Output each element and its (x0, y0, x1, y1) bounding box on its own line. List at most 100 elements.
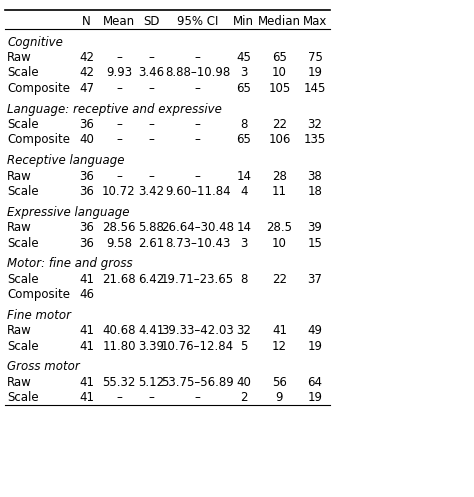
Text: 75: 75 (308, 51, 322, 64)
Text: Raw: Raw (7, 169, 32, 182)
Text: 41: 41 (79, 273, 94, 286)
Text: 106: 106 (268, 133, 291, 147)
Text: SD: SD (143, 15, 160, 28)
Text: 65: 65 (237, 82, 251, 95)
Text: 3.46: 3.46 (138, 67, 164, 80)
Text: Raw: Raw (7, 51, 32, 64)
Text: 4: 4 (240, 185, 247, 198)
Text: –: – (148, 82, 155, 95)
Text: 40: 40 (79, 133, 94, 147)
Text: N: N (82, 15, 91, 28)
Text: 3.39: 3.39 (138, 339, 164, 353)
Text: 12: 12 (272, 339, 287, 353)
Text: Scale: Scale (7, 273, 39, 286)
Text: 3.42: 3.42 (138, 185, 164, 198)
Text: 145: 145 (304, 82, 326, 95)
Text: 36: 36 (79, 118, 94, 131)
Text: –: – (116, 82, 122, 95)
Text: 3: 3 (240, 237, 247, 249)
Text: Gross motor: Gross motor (7, 360, 80, 373)
Text: 42: 42 (79, 51, 94, 64)
Text: Composite: Composite (7, 288, 70, 301)
Text: Composite: Composite (7, 82, 70, 95)
Text: 10.76–12.84: 10.76–12.84 (161, 339, 234, 353)
Text: 11: 11 (272, 185, 287, 198)
Text: 41: 41 (79, 376, 94, 389)
Text: 37: 37 (308, 273, 322, 286)
Text: –: – (195, 82, 201, 95)
Text: Fine motor: Fine motor (7, 309, 71, 322)
Text: –: – (148, 118, 155, 131)
Text: 39.33–42.03: 39.33–42.03 (161, 324, 234, 337)
Text: –: – (148, 169, 155, 182)
Text: 42: 42 (79, 67, 94, 80)
Text: 47: 47 (79, 82, 94, 95)
Text: –: – (116, 51, 122, 64)
Text: –: – (195, 169, 201, 182)
Text: 18: 18 (308, 185, 322, 198)
Text: 38: 38 (308, 169, 322, 182)
Text: 64: 64 (308, 376, 322, 389)
Text: 36: 36 (79, 185, 94, 198)
Text: 10: 10 (272, 67, 287, 80)
Text: 41: 41 (272, 324, 287, 337)
Text: 5: 5 (240, 339, 247, 353)
Text: 10: 10 (272, 237, 287, 249)
Text: 4.41: 4.41 (138, 324, 164, 337)
Text: 8: 8 (240, 273, 247, 286)
Text: Scale: Scale (7, 185, 39, 198)
Text: Raw: Raw (7, 324, 32, 337)
Text: 8: 8 (240, 118, 247, 131)
Text: 40.68: 40.68 (102, 324, 136, 337)
Text: –: – (116, 118, 122, 131)
Text: Min: Min (233, 15, 255, 28)
Text: Language: receptive and expressive: Language: receptive and expressive (7, 103, 222, 116)
Text: –: – (195, 51, 201, 64)
Text: Scale: Scale (7, 339, 39, 353)
Text: 3: 3 (240, 67, 247, 80)
Text: Composite: Composite (7, 133, 70, 147)
Text: 14: 14 (237, 169, 251, 182)
Text: 8.73–10.43: 8.73–10.43 (165, 237, 230, 249)
Text: 65: 65 (237, 133, 251, 147)
Text: 11.80: 11.80 (102, 339, 136, 353)
Text: 36: 36 (79, 237, 94, 249)
Text: Median: Median (258, 15, 301, 28)
Text: 39: 39 (308, 221, 322, 234)
Text: 36: 36 (79, 221, 94, 234)
Text: 5.12: 5.12 (138, 376, 164, 389)
Text: 41: 41 (79, 324, 94, 337)
Text: 56: 56 (272, 376, 287, 389)
Text: 2.61: 2.61 (138, 237, 164, 249)
Text: 9.60–11.84: 9.60–11.84 (165, 185, 230, 198)
Text: –: – (116, 391, 122, 404)
Text: 40: 40 (237, 376, 251, 389)
Text: Expressive language: Expressive language (7, 206, 129, 219)
Text: –: – (195, 133, 201, 147)
Text: 53.75–56.89: 53.75–56.89 (161, 376, 234, 389)
Text: 10.72: 10.72 (102, 185, 136, 198)
Text: 105: 105 (268, 82, 291, 95)
Text: 46: 46 (79, 288, 94, 301)
Text: 22: 22 (272, 273, 287, 286)
Text: 41: 41 (79, 339, 94, 353)
Text: Max: Max (303, 15, 327, 28)
Text: 95% CI: 95% CI (177, 15, 219, 28)
Text: 8.88–10.98: 8.88–10.98 (165, 67, 230, 80)
Text: 32: 32 (308, 118, 322, 131)
Text: 14: 14 (237, 221, 251, 234)
Text: –: – (195, 118, 201, 131)
Text: Scale: Scale (7, 237, 39, 249)
Text: 28: 28 (272, 169, 287, 182)
Text: Scale: Scale (7, 118, 39, 131)
Text: Raw: Raw (7, 376, 32, 389)
Text: –: – (195, 391, 201, 404)
Text: 55.32: 55.32 (102, 376, 136, 389)
Text: 19.71–23.65: 19.71–23.65 (161, 273, 234, 286)
Text: 19: 19 (308, 67, 322, 80)
Text: 36: 36 (79, 169, 94, 182)
Text: 5.88: 5.88 (138, 221, 164, 234)
Text: 28.56: 28.56 (102, 221, 136, 234)
Text: Mean: Mean (103, 15, 135, 28)
Text: –: – (116, 169, 122, 182)
